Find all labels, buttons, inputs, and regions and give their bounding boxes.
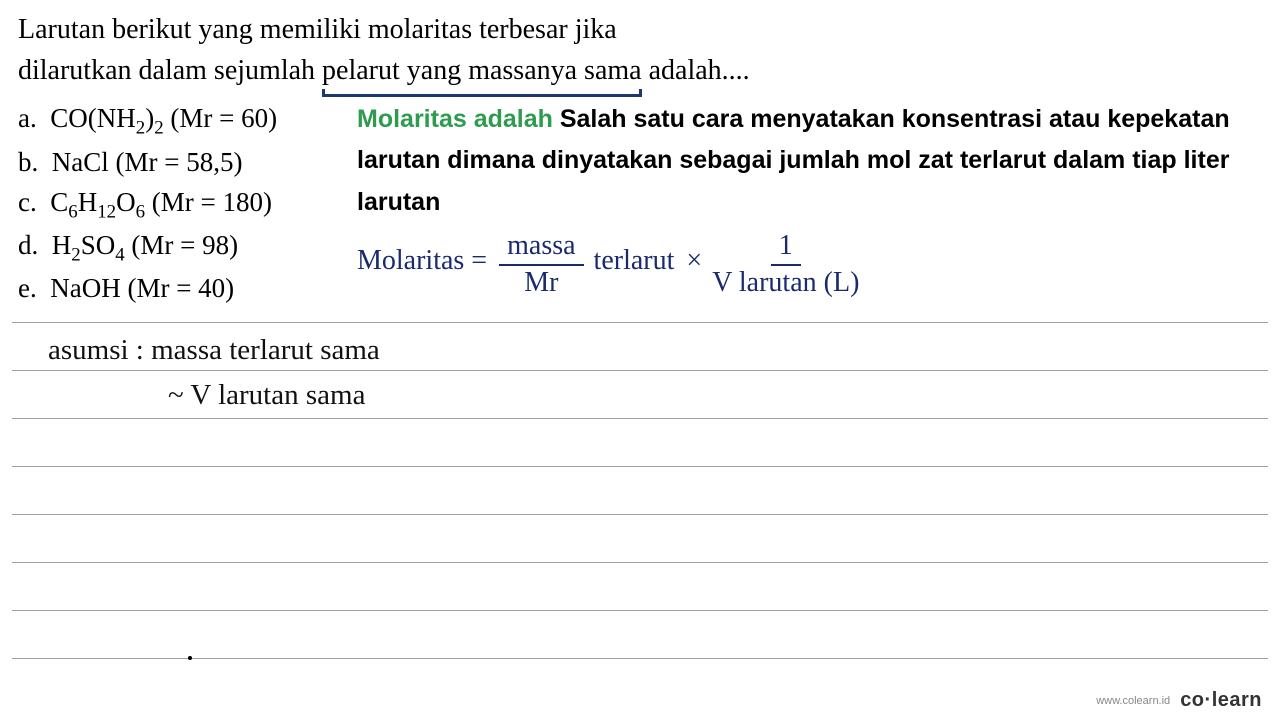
question-text: Larutan berikut yang memiliki molaritas … (18, 10, 1262, 91)
option-d: d. H2SO4 (Mr = 98) (18, 226, 343, 269)
option-e: e. NaOH (Mr = 40) (18, 269, 343, 309)
bracket-underline (322, 89, 642, 97)
ruled-line (12, 418, 1268, 466)
definition-text: Molaritas adalah Salah satu cara menyata… (357, 99, 1262, 223)
ruled-line (12, 514, 1268, 562)
molarity-formula: Molaritas = massa Mr terlarut × 1 V laru… (357, 231, 1262, 299)
question-line2-pre: dilarutkan dalam sejumlah (18, 55, 322, 86)
option-c: c. C6H12O6 (Mr = 180) (18, 183, 343, 226)
options-list: a. CO(NH2)2 (Mr = 60) b. NaCl (Mr = 58,5… (18, 99, 343, 309)
assumption-line2: ~ V larutan sama (168, 373, 380, 418)
option-a: a. CO(NH2)2 (Mr = 60) (18, 99, 343, 142)
option-b: b. NaCl (Mr = 58,5) (18, 143, 343, 183)
assumption-line1: asumsi : massa terlarut sama (48, 328, 380, 373)
ruled-line (12, 466, 1268, 514)
question-line1: Larutan berikut yang memiliki molaritas … (18, 14, 617, 45)
formula-mult: × (686, 231, 702, 277)
fraction-mass-mr: massa Mr (499, 231, 583, 299)
stray-dot (188, 656, 192, 660)
footer-logo: co·learn (1180, 689, 1262, 712)
definition-highlight: Molaritas adalah (357, 105, 553, 133)
ruled-line (12, 562, 1268, 610)
ruled-line (12, 658, 1268, 706)
fraction-one-volume: 1 V larutan (L) (712, 231, 859, 299)
underlined-phrase: pelarut yang massanya sama (322, 51, 642, 92)
footer-url: www.colearn.id (1096, 695, 1170, 707)
footer: www.colearn.id co·learn (1096, 689, 1262, 712)
ruled-line (12, 610, 1268, 658)
assumption-handwriting: asumsi : massa terlarut sama ~ V larutan… (48, 328, 380, 418)
formula-tail1: terlarut (594, 231, 675, 277)
question-line2-post: adalah.... (642, 55, 750, 86)
formula-label: Molaritas = (357, 231, 487, 277)
